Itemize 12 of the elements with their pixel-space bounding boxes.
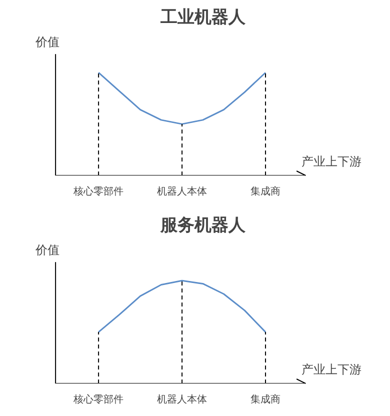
x-tick-label: 核心零部件 — [72, 186, 124, 198]
x-tick-label: 机器人本体 — [157, 186, 208, 198]
x-tick-label: 机器人本体 — [157, 394, 208, 406]
x-tick-label: 集成商 — [250, 394, 281, 406]
x-axis-title: 产业上下游 — [302, 154, 362, 168]
x-tick-label: 集成商 — [250, 186, 281, 198]
chart-title: 服务机器人 — [160, 216, 246, 236]
y-axis-title: 价值 — [34, 35, 60, 50]
chart-title: 工业机器人 — [160, 8, 246, 28]
x-axis-title: 产业上下游 — [302, 362, 362, 376]
x-tick-label: 核心零部件 — [72, 394, 124, 406]
y-axis-title: 价值 — [34, 243, 60, 258]
